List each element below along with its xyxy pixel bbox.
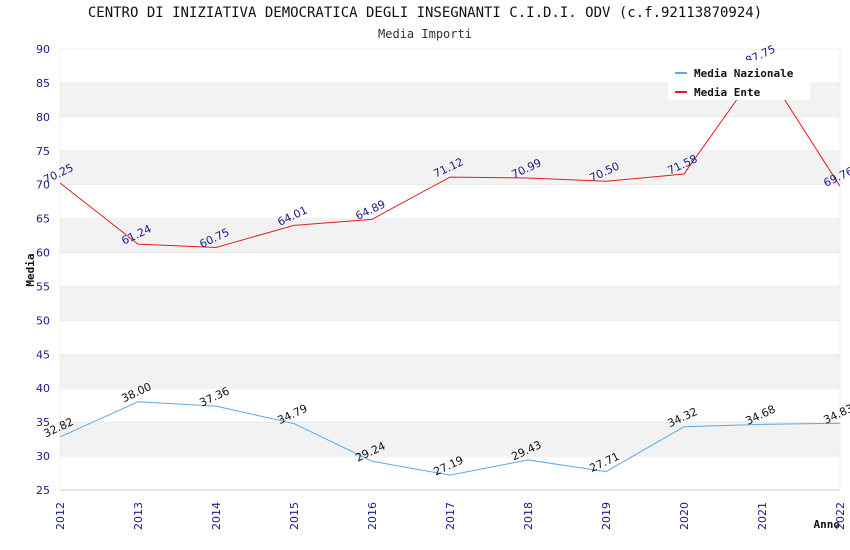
legend: Media Nazionale Media Ente [668, 60, 810, 100]
grid-bands [59, 48, 841, 491]
grid-band [59, 116, 841, 152]
y-tick-label: 35 [36, 416, 50, 429]
y-tick-label: 25 [36, 484, 50, 497]
series-line [59, 401, 841, 476]
series-line [59, 63, 841, 248]
x-tick-label: 2015 [288, 502, 301, 530]
series-layer [59, 63, 841, 476]
y-axis-ticks: 25 30 35 40 45 50 55 60 65 70 75 80 85 90 [36, 43, 50, 497]
y-tick-label: 45 [36, 348, 50, 361]
y-tick-label: 75 [36, 145, 50, 158]
chart-title: CENTRO DI INIZIATIVA DEMOCRATICA DEGLI I… [87, 5, 763, 21]
grid-band [59, 286, 841, 321]
legend-box [668, 60, 810, 100]
legend-entry: Media Ente [694, 86, 761, 99]
chart-subtitle: Media Importi [378, 27, 472, 41]
grid-band [59, 354, 841, 389]
grid-band [59, 320, 841, 355]
x-tick-label: 2016 [366, 502, 379, 530]
grid-band [59, 184, 841, 219]
y-tick-label: 85 [36, 77, 50, 90]
x-tick-label: 2022 [834, 502, 847, 530]
x-tick-label: 2012 [54, 502, 67, 530]
grid-band [59, 387, 841, 423]
x-tick-label: 2019 [600, 502, 613, 530]
y-tick-label: 65 [36, 213, 50, 226]
x-tick-label: 2020 [678, 502, 691, 530]
grid-band [59, 252, 841, 287]
x-tick-label: 2013 [132, 502, 145, 530]
y-tick-label: 80 [36, 111, 50, 124]
y-tick-label: 40 [36, 382, 50, 395]
y-tick-label: 30 [36, 450, 50, 463]
grid-band [59, 150, 841, 185]
grid-band [59, 218, 841, 253]
y-tick-label: 70 [36, 179, 50, 192]
x-tick-label: 2018 [522, 502, 535, 530]
x-axis-ticks: 2012 2013 2014 2015 2016 2017 2018 2019 2020 2021… [54, 502, 847, 530]
y-tick-label: 60 [36, 247, 50, 260]
x-tick-label: 2021 [756, 502, 769, 530]
y-tick-label: 90 [36, 43, 50, 56]
grid-band [59, 455, 841, 491]
x-axis-title: Anno [814, 518, 841, 531]
grid-band [59, 421, 841, 457]
x-tick-label: 2014 [210, 502, 223, 530]
x-tick-label: 2017 [444, 502, 457, 530]
y-tick-label: 50 [36, 314, 50, 327]
legend-entry: Media Nazionale [694, 67, 794, 80]
y-axis-title: Media [24, 253, 37, 286]
y-tick-label: 55 [36, 280, 50, 293]
